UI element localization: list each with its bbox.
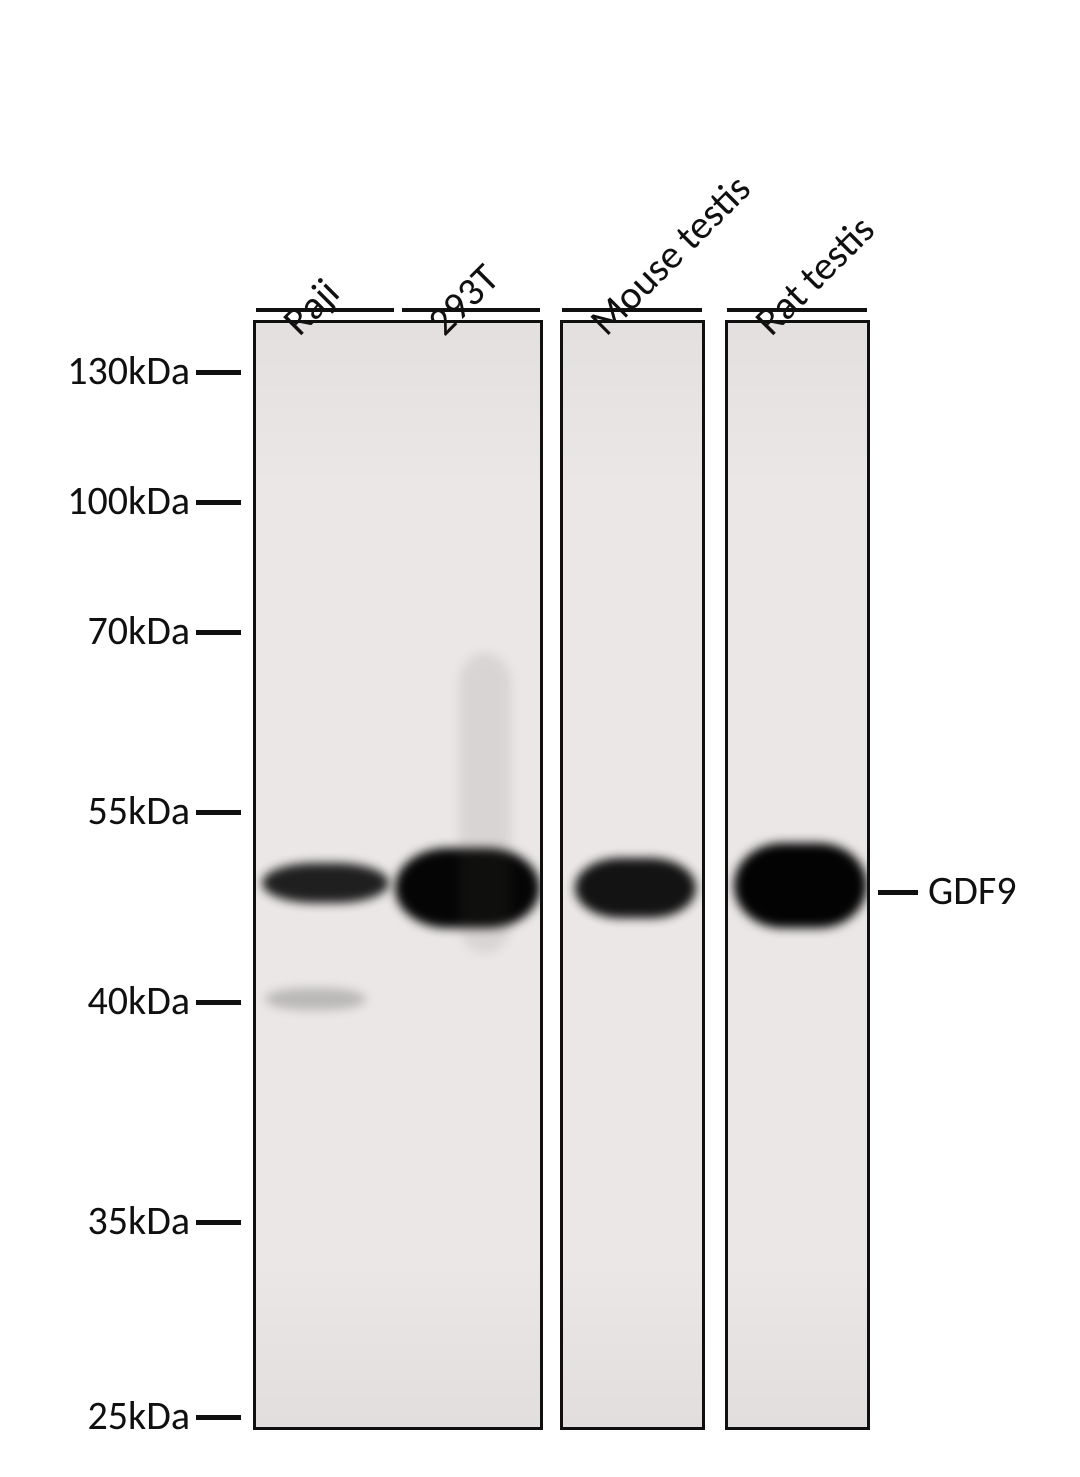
blot-panel-2: [725, 320, 870, 1430]
band-5: [734, 843, 867, 928]
blot-panel-0: [253, 320, 543, 1430]
band-3: [459, 653, 511, 953]
mw-label-5: 35kDa: [0, 1196, 190, 1245]
band-2: [265, 988, 367, 1010]
band-0: [262, 863, 390, 903]
mw-label-6: 25kDa: [0, 1391, 190, 1440]
mw-label-2: 70kDa: [0, 606, 190, 655]
mw-tick-5: [196, 1220, 241, 1225]
mw-label-3: 55kDa: [0, 786, 190, 835]
mw-tick-4: [196, 1000, 241, 1005]
band-4: [575, 858, 697, 918]
mw-tick-2: [196, 630, 241, 635]
mw-label-1: 100kDa: [0, 476, 190, 525]
blot-panel-1: [560, 320, 705, 1430]
target-label: GDF9: [928, 866, 1017, 915]
mw-tick-0: [196, 370, 241, 375]
target-tick: [878, 890, 918, 895]
mw-tick-3: [196, 810, 241, 815]
mw-label-0: 130kDa: [0, 346, 190, 395]
mw-tick-1: [196, 500, 241, 505]
lane-label-2: Mouse testis: [579, 164, 760, 345]
western-blot-figure: Raji293TMouse testisRat testis130kDa100k…: [0, 0, 1080, 1477]
mw-label-4: 40kDa: [0, 976, 190, 1025]
mw-tick-6: [196, 1415, 241, 1420]
